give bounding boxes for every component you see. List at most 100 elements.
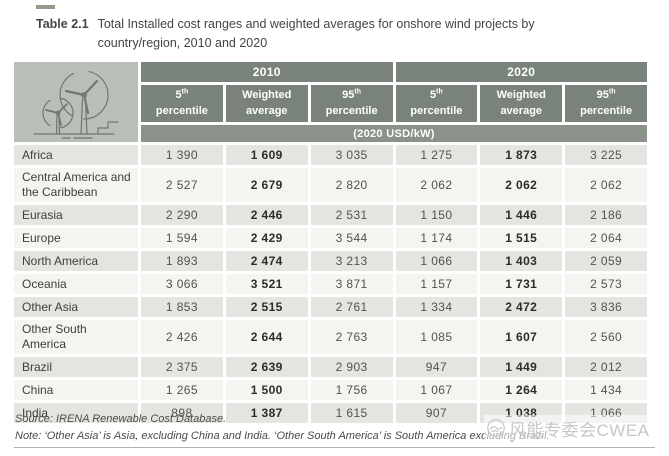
percentile-cell: 2 761 [310,297,393,317]
table-row: Eurasia 2 290 2 446 2 531 1 150 1 446 2 186 [14,205,647,225]
percentile-cell: 3 225 [565,145,647,165]
percentile-cell: 1 334 [395,297,478,317]
percentile-cell: 3 871 [310,274,393,294]
table-row: Brazil 2 375 2 639 2 903 947 1 449 2 012 [14,357,647,377]
bottom-divider [14,447,655,448]
table-caption-number: Table 2.1 [36,17,89,31]
weighted-average-cell: 1 731 [480,274,563,294]
region-label: China [14,380,138,400]
percentile-cell: 1 390 [141,145,223,165]
region-label: North America [14,251,138,271]
percentile-cell: 1 174 [395,228,478,248]
weighted-average-cell: 2 429 [225,228,308,248]
region-label: India [14,403,138,423]
weighted-average-cell: 2 472 [480,297,563,317]
weighted-average-cell: 1 873 [480,145,563,165]
percentile-cell: 2 059 [565,251,647,271]
percentile-cell: 1 756 [310,380,393,400]
percentile-cell: 2 012 [565,357,647,377]
percentile-cell: 1 157 [395,274,478,294]
unit-band: (2020 USD/kW) [141,125,647,142]
percentile-cell: 2 560 [565,320,647,354]
weighted-average-cell: 2 679 [225,168,308,202]
percentile-cell: 2 763 [310,320,393,354]
table-body: Africa 1 390 1 609 3 035 1 275 1 873 3 225 Cent… [14,145,647,423]
weighted-average-cell: 1 515 [480,228,563,248]
region-label: Oceania [14,274,138,294]
col-header-2020-95th-percentile: 95th percentile [565,85,647,122]
percentile-cell: 2 573 [565,274,647,294]
weighted-average-cell: 1 449 [480,357,563,377]
table-footnotes: Source: IRENA Renewable Cost Database. N… [15,411,645,444]
weighted-average-cell: 2 062 [480,168,563,202]
percentile-cell: 2 903 [310,357,393,377]
weighted-average-cell: 1 500 [225,380,308,400]
weighted-average-cell: 3 521 [225,274,308,294]
percentile-cell: 2 426 [141,320,223,354]
watermark-text: 风能专委会CWEA [509,420,650,440]
table-row: Africa 1 390 1 609 3 035 1 275 1 873 3 225 [14,145,647,165]
region-label: Europe [14,228,138,248]
percentile-cell: 2 290 [141,205,223,225]
percentile-cell: 1 085 [395,320,478,354]
percentile-cell: 2 186 [565,205,647,225]
col-header-2010-weighted-average: Weighted average [225,85,308,122]
percentile-cell: 1 150 [395,205,478,225]
watermark: 风能专委会CWEA [484,415,652,441]
weighted-average-cell: 2 644 [225,320,308,354]
percentile-cell: 2 064 [565,228,647,248]
percentile-cell: 907 [395,403,478,423]
table-row: North America 1 893 2 474 3 213 1 066 1 403 2 … [14,251,647,271]
wind-turbine-icon [14,62,138,142]
percentile-cell: 1 853 [141,297,223,317]
col-header-2010-5th-percentile: 5th percentile [141,85,223,122]
percentile-cell: 2 527 [141,168,223,202]
table-caption-text: Total Installed cost ranges and weighted… [97,17,535,51]
percentile-cell: 1 067 [395,380,478,400]
title-accent-dash [36,5,55,9]
percentile-cell: 3 066 [141,274,223,294]
region-label: Other South America [14,320,138,354]
cost-table: 2010 2020 5th percentile Weighted averag… [14,62,647,426]
percentile-cell: 1 434 [565,380,647,400]
source-note: Source: IRENA Renewable Cost Database. [15,413,227,425]
percentile-cell: 2 062 [565,168,647,202]
year-header-2010: 2010 [141,62,393,82]
percentile-cell: 1 066 [395,251,478,271]
table-header: 2010 2020 5th percentile Weighted averag… [14,62,647,142]
region-label: Africa [14,145,138,165]
region-label: Brazil [14,357,138,377]
percentile-cell: 1 615 [310,403,393,423]
percentile-cell: 3 836 [565,297,647,317]
percentile-cell: 2 820 [310,168,393,202]
percentile-cell: 2 531 [310,205,393,225]
cwea-logo-icon [487,419,505,437]
percentile-cell: 2 062 [395,168,478,202]
percentile-cell: 1 275 [395,145,478,165]
region-label: Other Asia [14,297,138,317]
percentile-cell: 3 544 [310,228,393,248]
table-row: India 898 1 387 1 615 907 1 038 1 066 [14,403,647,423]
region-label: Eurasia [14,205,138,225]
table-row: Other South America 2 426 2 644 2 763 1 085 1… [14,320,647,354]
table-caption: Table 2.1 Total Installed cost ranges an… [36,15,651,54]
weighted-average-cell: 1 403 [480,251,563,271]
col-header-2020-weighted-average: Weighted average [480,85,563,122]
percentile-cell: 3 035 [310,145,393,165]
weighted-average-cell: 1 387 [225,403,308,423]
col-header-2020-5th-percentile: 5th percentile [395,85,478,122]
weighted-average-cell: 1 264 [480,380,563,400]
weighted-average-cell: 2 515 [225,297,308,317]
table-row: Central America and the Caribbean 2 527 2 … [14,168,647,202]
table-row: Europe 1 594 2 429 3 544 1 174 1 515 2 064 [14,228,647,248]
percentile-cell: 2 375 [141,357,223,377]
percentile-cell: 3 213 [310,251,393,271]
percentile-cell: 1 265 [141,380,223,400]
weighted-average-cell: 2 474 [225,251,308,271]
weighted-average-cell: 2 446 [225,205,308,225]
weighted-average-cell: 1 609 [225,145,308,165]
percentile-cell: 898 [141,403,223,423]
col-header-2010-95th-percentile: 95th percentile [310,85,393,122]
table-row: China 1 265 1 500 1 756 1 067 1 264 1 434 [14,380,647,400]
